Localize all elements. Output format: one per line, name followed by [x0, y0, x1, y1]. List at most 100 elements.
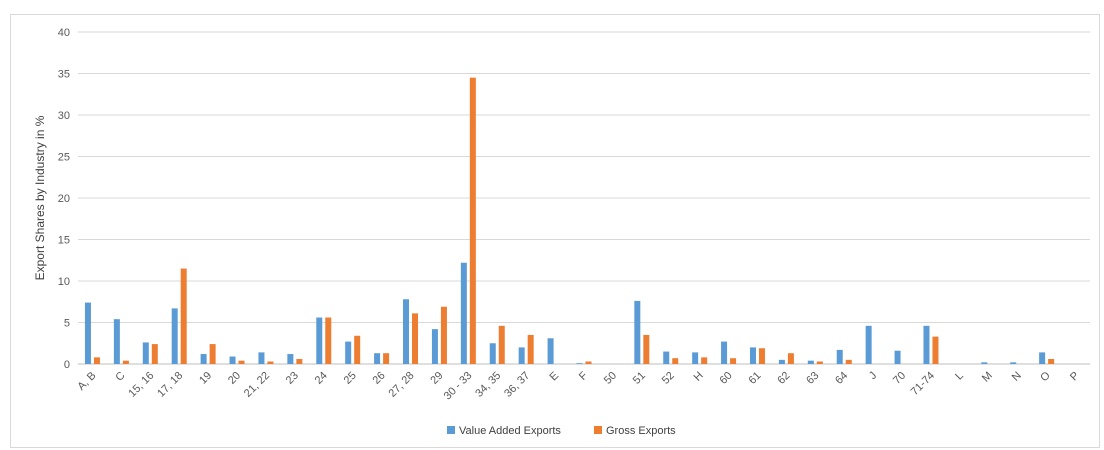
bar-value-added: [663, 351, 670, 364]
bar-value-added: [229, 356, 236, 364]
bar-gross: [1048, 359, 1055, 364]
y-tick-label: 35: [58, 69, 70, 81]
bar-value-added: [142, 342, 149, 364]
bars: [84, 77, 1055, 365]
x-tick-label: 60: [718, 370, 735, 387]
legend-swatch: [447, 426, 455, 434]
y-tick-label: 30: [58, 110, 70, 122]
bar-value-added: [778, 359, 785, 364]
x-tick-label: 19: [197, 370, 214, 387]
bar-value-added: [1039, 352, 1046, 364]
x-tick-label: 51: [631, 370, 648, 387]
x-tick-label: 71-74: [909, 370, 937, 398]
x-tick-label: 26: [371, 370, 388, 387]
bar-value-added: [749, 347, 756, 364]
bar-gross: [267, 361, 274, 364]
bar-value-added: [547, 338, 554, 364]
bar-value-added: [200, 354, 207, 364]
y-tick-label: 5: [64, 318, 70, 330]
bar-gross: [730, 358, 737, 364]
x-tick-label: A, B: [75, 370, 98, 393]
x-tick-label: 27, 28: [387, 370, 417, 400]
bar-gross: [469, 77, 476, 365]
bar-gross: [498, 325, 505, 364]
bar-value-added: [836, 349, 843, 364]
bar-value-added: [460, 262, 467, 364]
bar-value-added: [287, 354, 294, 364]
x-tick-label: E: [548, 370, 562, 384]
bar-gross: [412, 313, 419, 364]
bar-gross: [932, 336, 939, 364]
x-tick-label: 64: [833, 370, 850, 387]
x-tick-label: 36, 37: [502, 370, 532, 400]
bar-value-added: [489, 343, 496, 364]
bar-value-added: [1010, 362, 1017, 364]
bar-gross: [151, 344, 158, 364]
bar-gross: [440, 306, 447, 364]
chart-frame: [10, 14, 1100, 448]
legend-label: Value Added Exports: [459, 425, 561, 437]
bar-value-added: [316, 317, 323, 364]
bar-value-added: [345, 341, 352, 364]
legend-label: Gross Exports: [606, 425, 676, 437]
x-tick-label: 62: [775, 370, 792, 387]
bar-gross: [238, 360, 245, 364]
x-tick-label: F: [577, 369, 590, 382]
x-tick-label: C: [113, 370, 127, 384]
bar-gross: [527, 334, 534, 364]
gridlines: [78, 31, 1090, 365]
bar-gross: [296, 359, 303, 364]
x-tick-label: 20: [226, 370, 243, 387]
bar-gross: [354, 335, 361, 364]
bar-value-added: [431, 329, 438, 364]
bar-value-added: [171, 308, 178, 364]
y-tick-label: 0: [64, 359, 70, 371]
bar-gross: [701, 357, 708, 364]
x-tick-label: 15, 16: [126, 370, 156, 400]
bar-gross: [845, 359, 852, 364]
x-tick-label: P: [1068, 370, 1082, 384]
bar-gross: [209, 344, 216, 364]
legend-swatch: [594, 426, 602, 434]
bar-gross: [93, 357, 100, 364]
y-tick-label: 25: [58, 152, 70, 164]
bar-value-added: [865, 325, 872, 364]
bar-gross: [643, 334, 650, 364]
x-tick-label: 23: [284, 370, 301, 387]
y-axis-title: Export Shares by Industry in %: [33, 115, 47, 280]
x-tick-label: 25: [342, 370, 359, 387]
bar-value-added: [894, 350, 901, 364]
bar-gross: [816, 361, 823, 364]
x-tick-label: 21, 22: [242, 370, 272, 400]
x-tick-label: 61: [746, 370, 763, 387]
x-tick-label: L: [953, 370, 966, 383]
bar-value-added: [807, 360, 814, 364]
bar-value-added: [374, 353, 381, 364]
x-tick-label: O: [1038, 369, 1053, 384]
bar-gross: [758, 348, 765, 364]
y-tick-label: 20: [58, 193, 70, 205]
y-tick-label: 15: [58, 235, 70, 247]
y-tick-label: 40: [58, 27, 70, 39]
x-tick-label: N: [1010, 370, 1024, 384]
bar-gross: [180, 268, 187, 364]
x-tick-label: J: [867, 370, 879, 382]
bar-gross: [383, 353, 390, 364]
x-tick-label: M: [980, 370, 995, 385]
bar-value-added: [634, 300, 641, 364]
x-tick-label: 30 - 33: [442, 370, 475, 403]
x-tick-label: H: [692, 370, 706, 384]
bar-value-added: [84, 302, 91, 364]
bar-gross: [325, 317, 332, 364]
bar-gross: [122, 360, 129, 364]
x-tick-label: 17, 18: [155, 370, 185, 400]
x-tick-label: 34, 35: [473, 370, 503, 400]
bar-gross: [672, 358, 679, 364]
bar-value-added: [692, 352, 699, 364]
x-tick-label: 70: [891, 370, 908, 387]
legend: Value Added Exports Gross Exports: [447, 425, 676, 437]
x-tick-label: 24: [313, 370, 330, 387]
bar-gross: [585, 361, 592, 364]
